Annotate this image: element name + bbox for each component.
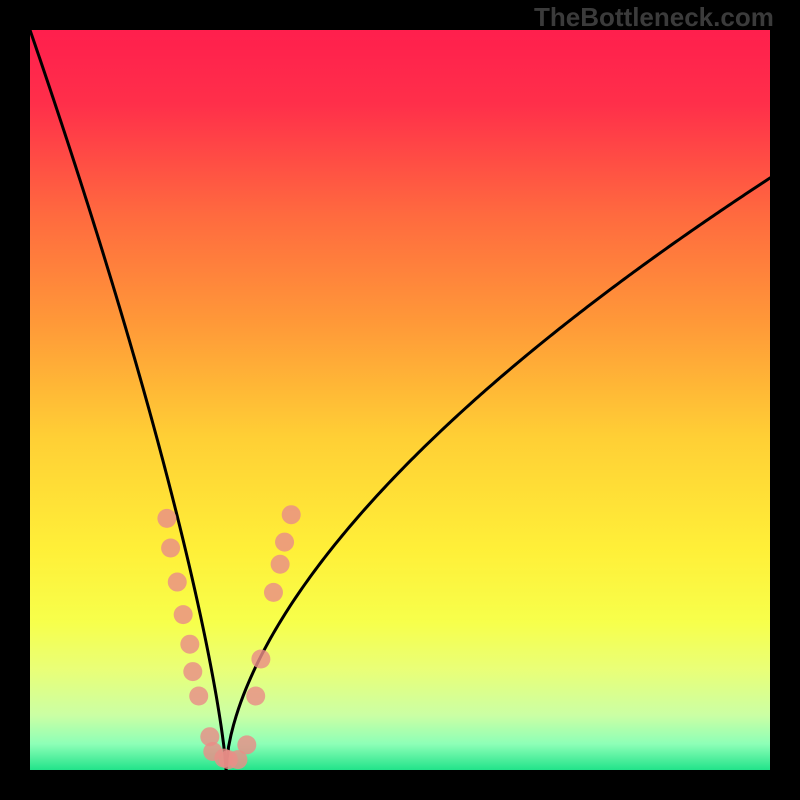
right-curve [226, 178, 770, 770]
marker-dot [183, 662, 202, 681]
marker-dot [161, 539, 180, 558]
marker-dot [189, 687, 208, 706]
hardware-markers [157, 505, 300, 769]
marker-dot [246, 687, 265, 706]
marker-dot [251, 650, 270, 669]
marker-dot [271, 555, 290, 574]
marker-dot [264, 583, 283, 602]
marker-dot [174, 605, 193, 624]
left-curve [30, 30, 226, 770]
watermark-text: TheBottleneck.com [534, 2, 774, 33]
marker-dot [180, 635, 199, 654]
marker-dot [157, 509, 176, 528]
plot-area [30, 30, 770, 770]
marker-dot [275, 533, 294, 552]
marker-dot [237, 735, 256, 754]
marker-dot [282, 505, 301, 524]
marker-dot [168, 573, 187, 592]
bottleneck-chart [30, 30, 770, 770]
